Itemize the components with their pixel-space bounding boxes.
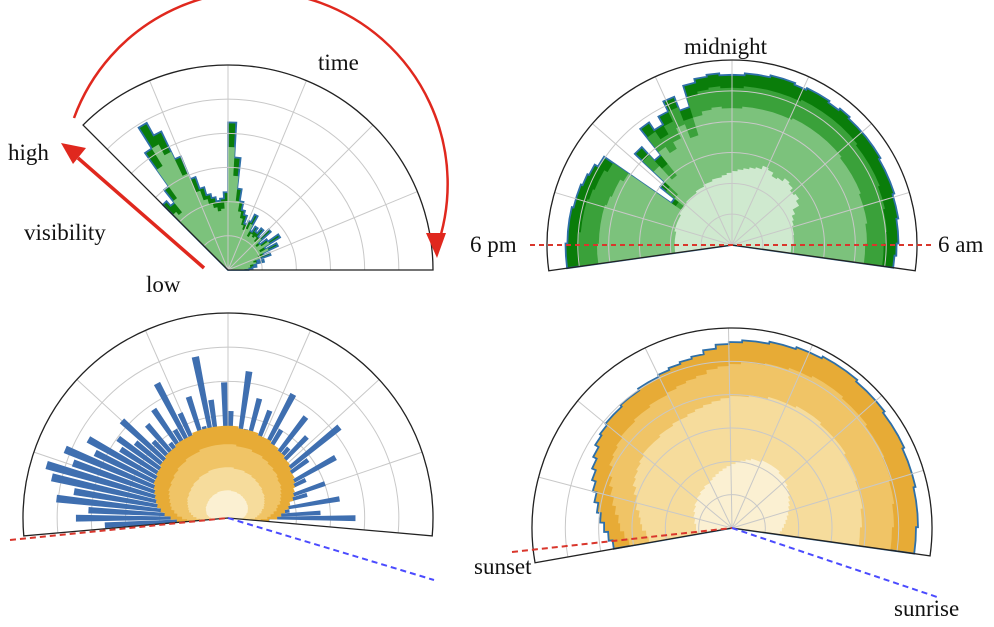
grid-spoke	[227, 80, 307, 271]
grid-spoke	[731, 191, 910, 246]
visibility-label: visibility	[24, 220, 106, 245]
sunset-line-bottom-left	[9, 517, 229, 541]
sunrise-label: sunrise	[894, 596, 959, 621]
grid-spoke	[592, 123, 733, 246]
polar-frame	[546, 59, 918, 272]
time-arrow	[72, 0, 449, 251]
visibility-arrow	[76, 156, 206, 270]
sunrise-line-bottom-left	[227, 517, 435, 581]
grid-spoke	[731, 469, 924, 529]
grid-spoke	[227, 124, 374, 271]
spike-bar	[75, 514, 229, 522]
midnight-label: midnight	[684, 34, 768, 59]
grid-spoke	[149, 80, 229, 271]
polar-frame	[22, 312, 434, 537]
grid-spoke	[731, 123, 872, 246]
polar-chart-bottom-left	[22, 312, 434, 537]
grid-spoke	[577, 400, 733, 529]
grid-spoke	[538, 476, 733, 529]
polar-frame	[531, 327, 933, 564]
polar-chart-top-left	[82, 64, 434, 271]
six-pm-label: 6 pm	[470, 232, 517, 257]
low-label: low	[146, 272, 181, 297]
spike-bar	[227, 515, 356, 522]
sunrise-line	[731, 527, 941, 599]
sunset-line	[511, 527, 733, 553]
time-label: time	[318, 50, 359, 75]
polar-chart-bottom-right	[531, 327, 933, 564]
visibility-arrow-head	[61, 143, 86, 164]
six-am-label: 6 am	[938, 232, 983, 257]
core-layer-3	[205, 490, 249, 520]
grid-spoke	[654, 76, 733, 246]
polar-chart-top-right	[546, 59, 918, 272]
time-arrow-head	[426, 233, 446, 258]
sunset-label: sunset	[474, 554, 532, 579]
grid-spoke	[644, 347, 733, 529]
grid-spoke	[227, 191, 418, 271]
grid-spoke	[731, 395, 883, 529]
grid-spoke	[731, 76, 810, 246]
grid-spoke	[728, 328, 733, 529]
high-label: high	[8, 140, 49, 165]
grid-spoke	[554, 191, 733, 246]
polar-frame	[82, 64, 434, 271]
grid-spoke	[731, 344, 814, 529]
